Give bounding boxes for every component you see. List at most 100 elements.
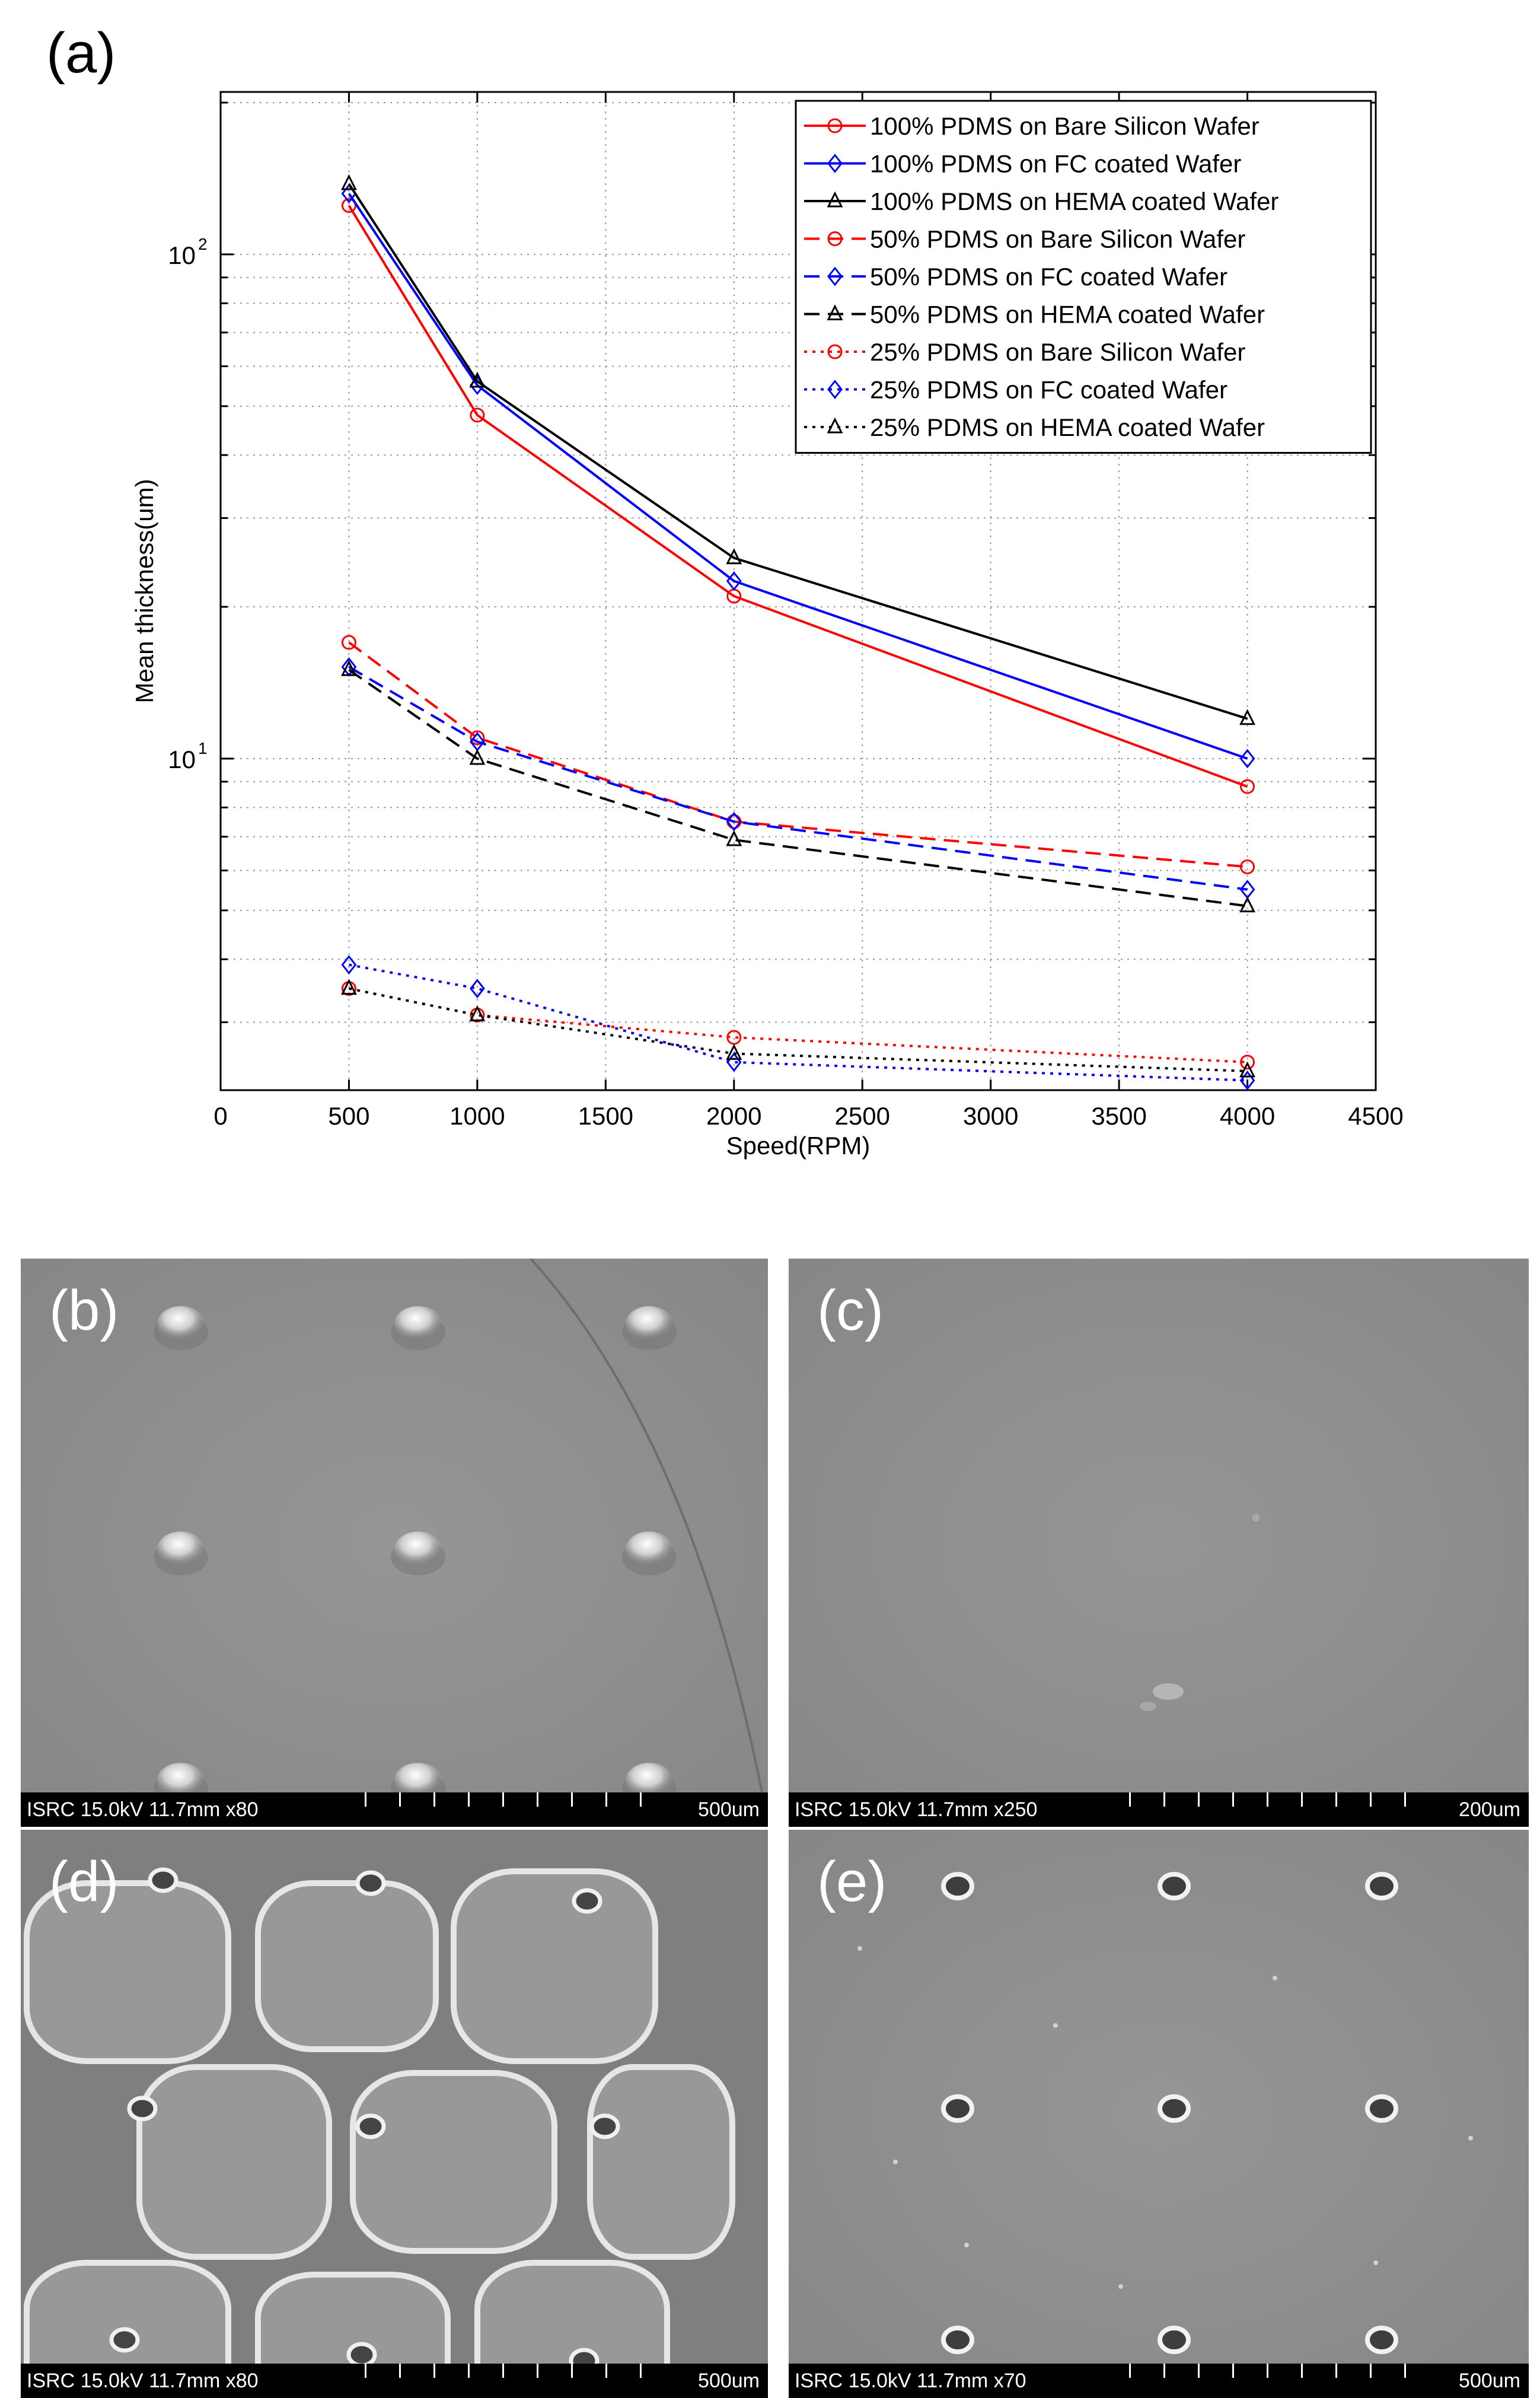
legend-label: 50% PDMS on HEMA coated Wafer xyxy=(870,301,1265,329)
legend-box xyxy=(795,100,1372,454)
hole xyxy=(1158,2326,1191,2354)
data-point xyxy=(726,548,742,565)
hole xyxy=(1365,1872,1398,1900)
legend-label: 100% PDMS on Bare Silicon Wafer xyxy=(870,112,1260,140)
hole xyxy=(941,2326,974,2354)
legend-marker xyxy=(827,266,843,286)
bump xyxy=(394,1763,442,1798)
x-tick-label: 1000 xyxy=(449,1102,505,1130)
data-point xyxy=(1240,779,1255,794)
legend-label: 100% PDMS on FC coated Wafer xyxy=(870,150,1241,178)
data-point xyxy=(469,979,485,999)
sem-d-info: ISRC 15.0kV 11.7mm x80 xyxy=(27,2370,259,2392)
data-point xyxy=(341,635,356,650)
legend-label: 50% PDMS on Bare Silicon Wafer xyxy=(870,225,1245,253)
particle xyxy=(1153,1683,1184,1700)
bump xyxy=(157,1531,205,1567)
x-tick-label: 2500 xyxy=(835,1102,890,1130)
data-point xyxy=(1239,1061,1255,1078)
legend-marker xyxy=(827,231,843,246)
legend-marker xyxy=(827,191,843,208)
sem-d-scale-ticks xyxy=(364,2364,667,2378)
legend-label: 25% PDMS on Bare Silicon Wafer xyxy=(870,338,1245,366)
particle xyxy=(1273,1976,1277,1980)
legend-marker xyxy=(827,380,843,399)
y-tick-exponent: 2 xyxy=(198,235,208,253)
data-point xyxy=(1240,859,1255,874)
sem-d-infobar: ISRC 15.0kV 11.7mm x80 500um xyxy=(21,2364,768,2398)
data-point xyxy=(1239,749,1255,769)
dewet-cell xyxy=(350,2070,557,2254)
hole xyxy=(355,2113,386,2139)
data-point xyxy=(1239,1071,1255,1091)
series-line-3 xyxy=(347,183,1248,720)
hole xyxy=(1365,2326,1398,2354)
hole xyxy=(148,1867,178,1893)
particle xyxy=(1468,2136,1473,2141)
sem-image-e: (e) ISRC 15.0kV 11.7mm x70 500um xyxy=(789,1830,1529,2398)
dewet-cell xyxy=(451,1868,658,2064)
sem-e-scale: 500um xyxy=(1459,2370,1520,2392)
x-tick-label: 3000 xyxy=(963,1102,1018,1130)
bump xyxy=(394,1531,442,1567)
sem-e-scale-ticks xyxy=(1129,2364,1428,2378)
sem-e-info: ISRC 15.0kV 11.7mm x70 xyxy=(795,2370,1026,2392)
sem-b-info: ISRC 15.0kV 11.7mm x80 xyxy=(27,1798,259,1821)
hole xyxy=(346,2342,377,2368)
y-axis-label: Mean thickness(um) xyxy=(130,479,158,703)
data-point xyxy=(341,660,357,676)
sem-d-label: (d) xyxy=(49,1850,119,1913)
sem-c-scale: 200um xyxy=(1459,1798,1520,1821)
sem-image-d: (d) ISRC 15.0kV 11.7mm x80 500um xyxy=(21,1830,768,2398)
sem-b-infobar: ISRC 15.0kV 11.7mm x80 500um xyxy=(21,1792,768,1827)
particle xyxy=(1053,2023,1058,2028)
panel-a-label: (a) xyxy=(46,21,116,85)
x-tick-label: 3500 xyxy=(1091,1102,1146,1130)
hole xyxy=(941,1872,974,1900)
sem-b-label: (b) xyxy=(49,1279,119,1342)
x-axis-label: Speed(RPM) xyxy=(726,1132,871,1160)
particle xyxy=(893,2160,898,2164)
dewet-cell xyxy=(255,1880,439,2052)
bump xyxy=(626,1306,673,1342)
bump xyxy=(626,1763,673,1798)
data-point xyxy=(470,407,485,423)
hole xyxy=(1158,1872,1191,1900)
legend-marker xyxy=(827,417,843,434)
hole xyxy=(572,1888,602,1914)
sem-d-surface xyxy=(21,1830,768,2398)
particle xyxy=(857,1946,862,1951)
sem-b-scale: 500um xyxy=(698,1798,760,1821)
data-point xyxy=(469,749,486,765)
sem-c-scale-ticks xyxy=(1129,1792,1428,1807)
particle xyxy=(1252,1514,1260,1521)
data-point xyxy=(469,1005,486,1021)
series-line-1 xyxy=(347,205,1248,788)
dewet-cell xyxy=(24,1880,231,2064)
sem-d-scale: 500um xyxy=(698,2370,760,2392)
sem-background xyxy=(789,1259,1529,1827)
data-point xyxy=(341,198,356,214)
sem-c-info: ISRC 15.0kV 11.7mm x250 xyxy=(795,1798,1038,1821)
legend-marker xyxy=(827,304,843,320)
data-point xyxy=(341,979,357,995)
data-point xyxy=(341,174,357,190)
y-tick-exponent: 1 xyxy=(198,739,208,757)
sem-c-label: (c) xyxy=(817,1279,884,1342)
hole xyxy=(109,2327,140,2353)
sem-e-label: (e) xyxy=(817,1850,887,1913)
x-tick-label: 0 xyxy=(213,1102,227,1130)
y-tick-label: 10 xyxy=(168,746,196,773)
x-tick-label: 1500 xyxy=(578,1102,633,1130)
hole xyxy=(355,1870,386,1896)
dewet-cell xyxy=(136,2064,332,2260)
sem-image-b: (b) ISRC 15.0kV 11.7mm x80 500um xyxy=(21,1259,768,1827)
series-line-5 xyxy=(348,665,1248,891)
particle xyxy=(964,2243,969,2247)
axes-box xyxy=(219,91,1377,1091)
data-point xyxy=(726,1030,742,1045)
series-line-2 xyxy=(347,193,1248,760)
legend-label: 50% PDMS on FC coated Wafer xyxy=(870,263,1227,291)
crack-line xyxy=(530,1259,763,1793)
